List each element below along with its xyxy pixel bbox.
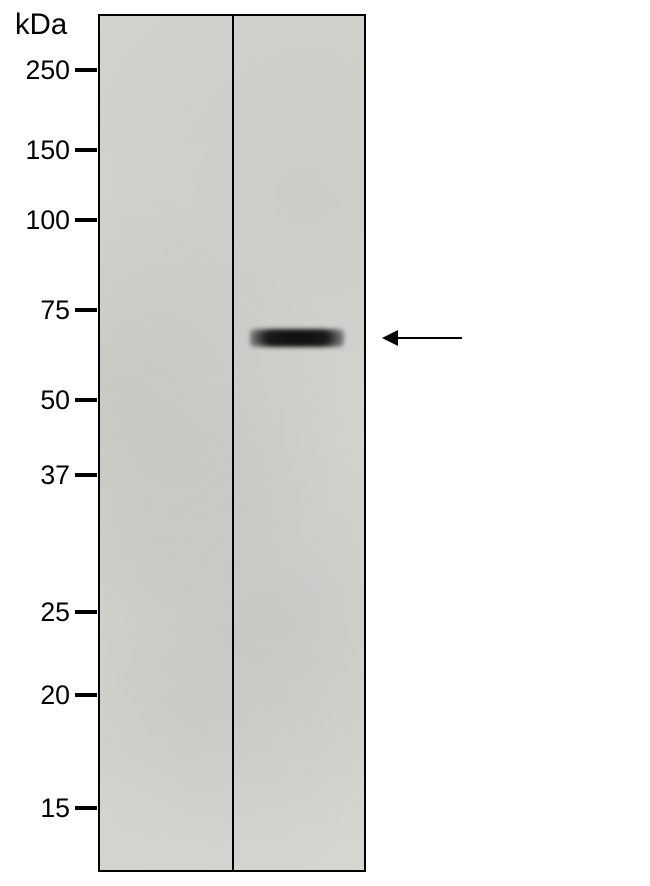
arrow-shaft [398,337,462,339]
band-indicator-arrow [0,0,650,886]
blot-figure: kDa 250150100755037252015 12 [0,0,650,886]
arrow-head-icon [382,330,398,346]
